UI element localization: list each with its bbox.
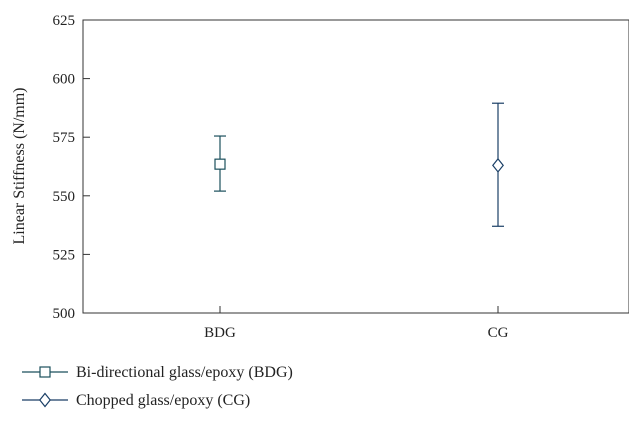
legend-marker xyxy=(39,366,51,378)
y-axis-title: Linear Stiffness (N/mm) xyxy=(11,87,28,244)
series-cg xyxy=(492,102,504,227)
y-tick-label: 550 xyxy=(53,189,76,205)
legend-label: Bi-directional glass/epoxy (BDG) xyxy=(76,364,293,381)
series-layer xyxy=(214,102,504,227)
y-tick-label: 600 xyxy=(53,72,76,88)
y-axis-ticks: 500 525 550 575 600 625 xyxy=(53,13,90,322)
plot-area-frame xyxy=(82,19,629,314)
data-point-marker xyxy=(492,157,504,173)
data-point-marker xyxy=(214,158,226,170)
legend-marker xyxy=(39,392,51,408)
x-tick-label: BDG xyxy=(204,325,236,341)
y-tick-label: 500 xyxy=(53,306,76,322)
legend: Bi-directional glass/epoxy (BDG) Chopped … xyxy=(22,364,293,409)
series-bdg xyxy=(214,135,226,192)
y-tick-label: 575 xyxy=(53,130,76,146)
y-tick-label: 525 xyxy=(53,247,76,263)
legend-label: Chopped glass/epoxy (CG) xyxy=(76,392,250,409)
legend-item: Chopped glass/epoxy (CG) xyxy=(22,392,250,409)
x-axis-ticks: BDG CG xyxy=(204,306,509,341)
legend-item: Bi-directional glass/epoxy (BDG) xyxy=(22,364,293,381)
x-tick-label: CG xyxy=(488,325,509,341)
y-tick-label: 625 xyxy=(53,13,76,29)
